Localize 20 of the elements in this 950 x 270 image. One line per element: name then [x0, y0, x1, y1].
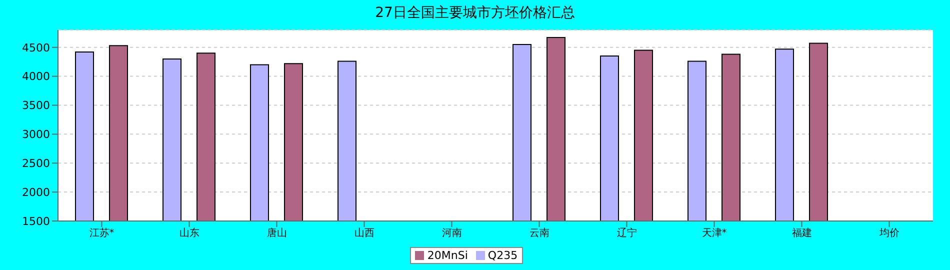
x-tick-label: 山东: [179, 227, 200, 240]
y-tick-label: 2000: [22, 186, 50, 199]
x-tick-label: 山西: [354, 227, 374, 240]
x-tick-label: 福建: [792, 227, 812, 240]
x-tick-label: 均价: [878, 227, 900, 240]
chart-title: 27日全国主要城市方坯价格汇总: [374, 4, 576, 23]
x-tick-label: 辽宁: [616, 227, 637, 240]
y-tick-label: 3500: [22, 99, 50, 112]
y-tick-label: 2500: [22, 157, 50, 170]
x-tick-label: 唐山: [266, 227, 287, 240]
x-tick-label: 河南: [442, 227, 462, 240]
legend-label: Q235: [486, 249, 518, 262]
x-tick-label: 江苏*: [89, 227, 114, 240]
legend-label: 20MnSi: [426, 249, 468, 262]
x-tick-label: 天津*: [702, 227, 727, 240]
y-tick-label: 4500: [22, 41, 50, 54]
x-tick-label: 云南: [529, 227, 550, 240]
y-tick-label: 1500: [22, 214, 50, 228]
y-tick-label: 4000: [22, 70, 50, 84]
y-tick-label: 3000: [22, 128, 50, 142]
